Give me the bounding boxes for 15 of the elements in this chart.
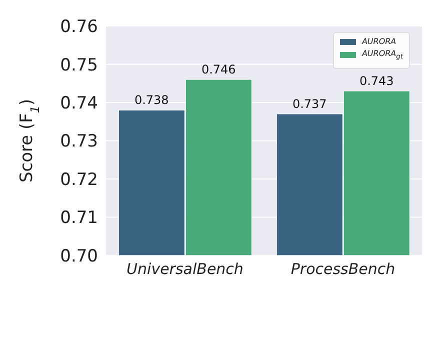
y-tick-label: 0.72 <box>60 170 98 190</box>
y-tick-label: 0.73 <box>60 132 98 152</box>
data-label: 0.737 <box>292 96 327 111</box>
y-tick-label: 0.70 <box>60 246 98 266</box>
data-label: 0.746 <box>201 62 236 77</box>
legend-label: AURORA <box>362 37 396 46</box>
data-label: 0.738 <box>134 93 169 108</box>
y-tick-label: 0.76 <box>60 17 98 38</box>
x-tick-label: UniversalBench <box>126 260 244 278</box>
y-tick-label: 0.75 <box>60 55 98 76</box>
y-tick-label: 0.71 <box>60 208 98 228</box>
data-label: 0.743 <box>359 74 394 88</box>
x-tick-label: ProcessBench <box>290 260 396 278</box>
legend-label: AURORA$_{gt}$ <box>362 49 403 61</box>
y-tick-label: 0.74 <box>60 94 98 114</box>
